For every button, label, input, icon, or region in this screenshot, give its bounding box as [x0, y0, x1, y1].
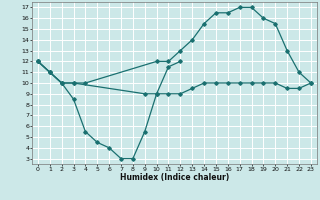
- X-axis label: Humidex (Indice chaleur): Humidex (Indice chaleur): [120, 173, 229, 182]
